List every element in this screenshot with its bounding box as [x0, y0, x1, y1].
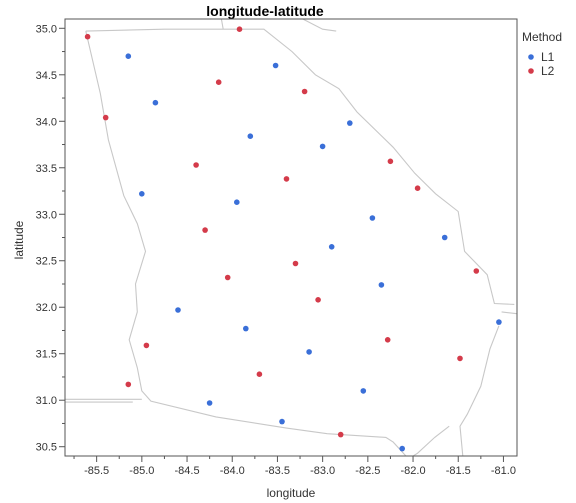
data-point-l2: [387, 158, 394, 165]
x-tick-label: -83.5: [265, 465, 290, 477]
data-point-l1: [272, 62, 279, 69]
map-boundary-line: [220, 19, 224, 30]
y-tick-label: 30.5: [36, 442, 57, 454]
x-axis: -85.5 -85.0 -84.5 -84.0 -83.5 -83.0 -82.5 -82.0…: [65, 455, 517, 477]
data-point-l2: [337, 431, 344, 438]
data-point-l2: [414, 185, 421, 191]
data-point-l1: [279, 418, 285, 425]
legend-item-l2: L2: [528, 64, 555, 78]
data-point-l1: [441, 234, 448, 241]
x-tick-label: -82.0: [401, 465, 426, 477]
data-point-l1: [369, 215, 376, 221]
y-tick-label: 34.0: [36, 116, 57, 128]
data-point-l1: [139, 191, 145, 197]
legend-label-l2: L2: [541, 64, 555, 78]
data-point-l1: [347, 120, 353, 126]
data-point-l1: [496, 319, 502, 325]
map-boundary-line: [459, 325, 500, 456]
y-tick-label: 31.0: [36, 395, 57, 407]
map-boundary-line: [85, 30, 450, 456]
legend-title: Method: [522, 30, 562, 44]
data-point-l1: [247, 133, 254, 139]
map-boundary-line: [302, 19, 337, 32]
legend-marker-l1: [528, 54, 534, 60]
y-tick-label: 32.0: [36, 302, 57, 314]
data-point-l2: [292, 260, 299, 267]
y-tick-label: 32.5: [36, 256, 57, 268]
y-tick-label: 33.5: [36, 163, 57, 175]
data-point-l2: [84, 33, 91, 40]
data-point-l2: [301, 88, 308, 95]
data-point-l2: [102, 114, 109, 121]
data-point-l2: [256, 371, 263, 378]
y-tick-label: 34.5: [36, 70, 57, 82]
data-point-l2: [202, 227, 208, 233]
data-point-l2: [143, 342, 150, 349]
data-point-l1: [152, 99, 159, 106]
data-point-l2: [457, 355, 463, 362]
y-axis: 30.5 31.0 31.5 32.0 32.5 33.0 33.5 34.0 34.5 35.0: [36, 19, 66, 456]
data-point-l1: [243, 325, 249, 332]
data-point-l2: [473, 268, 480, 274]
y-axis-label: latitude: [12, 220, 26, 259]
y-tick-label: 31.5: [36, 349, 57, 361]
data-point-l2: [315, 297, 321, 303]
data-point-l1: [319, 143, 326, 150]
data-point-l1: [360, 388, 367, 394]
data-point-l2: [384, 337, 391, 343]
plot-area: [64, 18, 518, 457]
x-tick-label: -85.5: [84, 465, 109, 477]
data-point-l1: [234, 199, 240, 205]
x-tick-label: -81.5: [446, 465, 471, 477]
legend-label-l1: L1: [541, 50, 555, 64]
x-axis-label: longitude: [267, 486, 316, 500]
data-point-l2: [215, 79, 222, 85]
x-tick-label: -85.0: [129, 465, 154, 477]
data-point-l2: [125, 381, 132, 388]
data-point-l1: [306, 349, 312, 355]
data-point-l1: [399, 445, 406, 452]
chart-title: longitude-latitude: [206, 3, 324, 19]
x-tick-label: -81.0: [491, 465, 516, 477]
data-point-l1: [125, 53, 132, 59]
data-point-l2: [283, 176, 290, 182]
y-tick-label: 33.0: [36, 209, 57, 221]
map-outline: [65, 19, 517, 456]
x-tick-label: -82.5: [355, 465, 380, 477]
plot-background: [65, 19, 517, 456]
x-tick-label: -83.0: [310, 465, 335, 477]
legend: Method L1 L2: [522, 30, 562, 78]
x-tick-label: -84.5: [175, 465, 200, 477]
legend-marker-l2: [528, 68, 534, 74]
y-tick-label: 35.0: [36, 23, 57, 35]
data-point-l1: [206, 400, 213, 406]
map-boundary-line: [85, 28, 515, 305]
x-tick-label: -84.0: [220, 465, 245, 477]
legend-item-l1: L1: [528, 50, 555, 64]
data-point-l2: [236, 26, 243, 32]
data-point-l2: [193, 162, 199, 168]
points-layer: [84, 26, 502, 452]
data-point-l2: [224, 274, 231, 281]
data-point-l1: [175, 307, 181, 313]
data-point-l1: [328, 244, 335, 250]
data-point-l1: [378, 282, 385, 288]
map-boundary-line: [501, 311, 517, 315]
